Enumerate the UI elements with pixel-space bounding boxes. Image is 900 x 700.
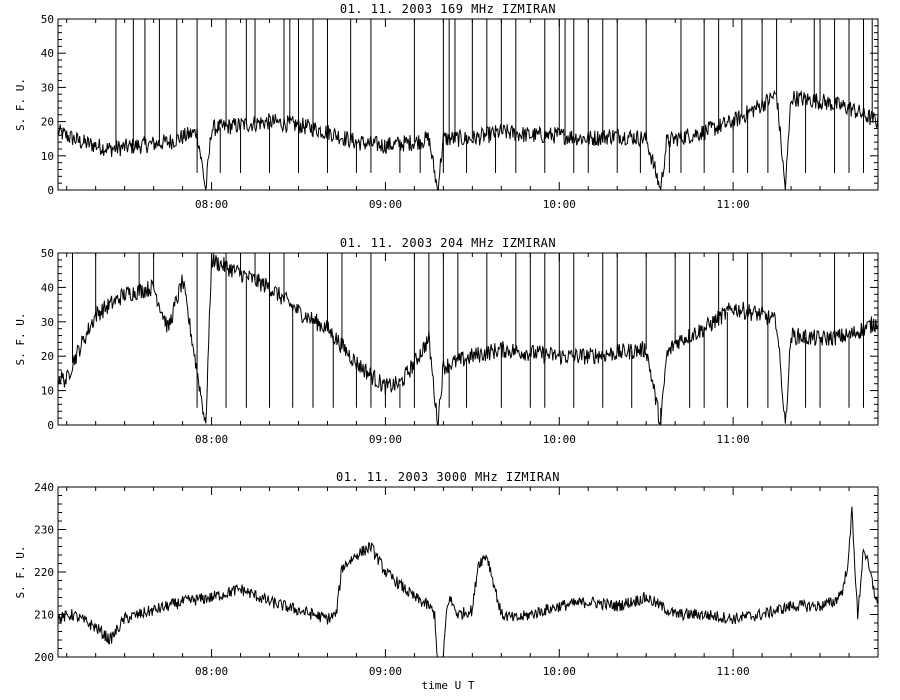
x-tick-label: 10:00: [543, 198, 576, 211]
y-tick-label: 0: [47, 184, 54, 197]
x-tick-label: 10:00: [543, 665, 576, 678]
y-axis-label: S. F. U.: [14, 313, 27, 366]
x-tick-label: 10:00: [543, 433, 576, 446]
y-tick-label: 50: [41, 13, 54, 26]
chart-title: 01. 11. 2003 204 MHz IZMIRAN: [340, 236, 556, 250]
x-tick-label: 08:00: [195, 665, 228, 678]
y-tick-label: 210: [34, 609, 54, 622]
chart-panel-2: 01. 11. 2003 204 MHz IZMIRAN S. F. U. 0 10 2…: [14, 236, 879, 446]
y-axis-label: S. F. U.: [14, 78, 27, 131]
y-tick-label: 230: [34, 524, 54, 537]
x-tick-label: 09:00: [369, 433, 402, 446]
chart-panel-1: 01. 11. 2003 169 MHz IZMIRAN S. F. U. 0 10 2…: [14, 2, 879, 211]
y-axis-label: S. F. U.: [14, 546, 27, 599]
y-tick-label: 0: [47, 419, 54, 432]
y-tick-label: 10: [41, 150, 54, 163]
y-tick-label: 240: [34, 481, 54, 494]
plot-frame: [57, 486, 879, 658]
y-tick-label: 200: [34, 651, 54, 664]
x-tick-label: 11:00: [717, 198, 750, 211]
x-tick-label: 08:00: [195, 198, 228, 211]
x-tick-label: 11:00: [717, 433, 750, 446]
chart-title: 01. 11. 2003 169 MHz IZMIRAN: [340, 2, 556, 16]
y-tick-label: 30: [41, 316, 54, 329]
y-tick-label: 20: [41, 116, 54, 129]
chart-panel-3: 01. 11. 2003 3000 MHz IZMIRAN S. F. U. 200…: [14, 470, 879, 692]
series-line: [57, 506, 879, 658]
x-tick-label: 08:00: [195, 433, 228, 446]
y-tick-label: 20: [41, 350, 54, 363]
x-tick-label: 11:00: [717, 665, 750, 678]
plot-frame: [57, 18, 879, 191]
y-tick-label: 40: [41, 281, 54, 294]
y-tick-label: 40: [41, 47, 54, 60]
plot-frame: [57, 252, 879, 426]
x-tick-label: 09:00: [369, 665, 402, 678]
y-tick-label: 50: [41, 247, 54, 260]
x-axis-label: time U T: [422, 679, 475, 692]
x-tick-label: 09:00: [369, 198, 402, 211]
series-line: [57, 89, 879, 191]
y-tick-label: 220: [34, 566, 54, 579]
y-tick-label: 10: [41, 385, 54, 398]
series-line: [57, 253, 879, 427]
y-tick-label: 30: [41, 81, 54, 94]
chart-title: 01. 11. 2003 3000 MHz IZMIRAN: [336, 470, 560, 484]
